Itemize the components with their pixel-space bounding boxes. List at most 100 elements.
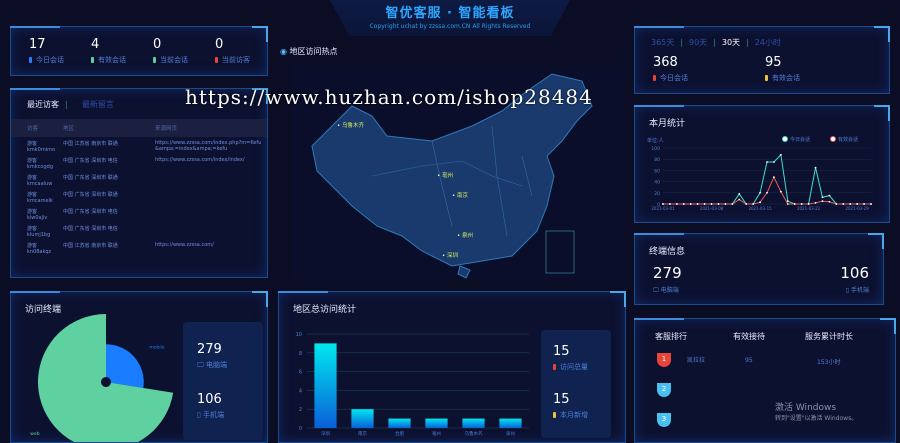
city-marker[interactable]: • 南京 (452, 193, 469, 199)
watermark: https://www.huzhan.com/ishop28484 (185, 85, 593, 109)
data-point (835, 203, 838, 205)
data-point (779, 190, 782, 193)
table-row[interactable]: 游客klw0ajlv 中国 广东省 深圳市 电信 (11, 205, 267, 222)
agent-name: 凯拉拉 (687, 357, 706, 364)
data-point (745, 203, 748, 205)
visit-terminal-title: 访问终端 (25, 305, 62, 315)
y-tick-label: 40 (654, 180, 660, 186)
region-cell: 中国 广东省 深圳市 电信 (63, 226, 118, 232)
rank-number: 2 (661, 385, 667, 393)
pie-slice[interactable] (38, 314, 174, 442)
map-title: 地区访问热点 (289, 47, 338, 56)
col-source: 来源网页 (151, 119, 267, 137)
legend-marker (91, 57, 94, 63)
source-cell (151, 205, 267, 222)
tab-latest-messages[interactable]: 最新留言 (81, 100, 114, 109)
data-point (759, 201, 761, 204)
stat-label: 今日会话 (660, 74, 688, 82)
bar[interactable] (462, 418, 485, 428)
region-cell: 中国 广东省 深圳市 电信 (63, 158, 118, 164)
data-point (828, 200, 831, 203)
x-tick-label: 2021-03-01 (651, 206, 675, 211)
x-tick-label: 2021-03-15 (748, 206, 772, 211)
data-point (842, 203, 845, 205)
data-point (738, 198, 741, 201)
visitor-cell: 游客kn08akqz (27, 243, 52, 255)
dashboard-title: 智优客服 · 智能看板 (385, 6, 515, 21)
x-tick-label: 2021-03-29 (846, 206, 870, 211)
city-marker[interactable]: • 深圳 (442, 253, 459, 259)
data-point (821, 200, 824, 203)
y-tick-label: 2 (299, 407, 302, 413)
table-row[interactable]: 游客kmcamelk 中国 广东省 深圳市 联通 (11, 188, 267, 205)
ranking-panel: 客服排行 有效接待 服务累计时长 1 凯拉拉 95 153小时 2 3 (634, 318, 896, 443)
data-point (682, 203, 685, 205)
dashboard-header: 智优客服 · 智能看板 Copyright uchat by zzssa.com… (330, 0, 570, 36)
pc-label: 电脑端 (205, 361, 227, 369)
bar[interactable] (351, 409, 374, 428)
tab-range[interactable]: 30天 (721, 38, 741, 47)
data-point (724, 203, 727, 205)
tab-range[interactable]: 365天 (651, 38, 675, 47)
legend-marker (153, 57, 156, 63)
range-stats-panel: 365天 | 90天 | 30天 | 24小时 368 今日会话 95 有效会话 (634, 26, 890, 94)
stat-value: 368 (653, 55, 678, 70)
y-tick-label: 60 (654, 168, 660, 174)
table-row[interactable]: 游客klumj1bg 中国 广东省 深圳市 电信 (11, 222, 267, 239)
stat-label: 当前访客 (222, 56, 250, 64)
y-tick-label: 4 (299, 388, 302, 394)
city-label: 乌鲁木齐 (342, 123, 365, 129)
tab-range[interactable]: 90天 (688, 38, 708, 47)
y-tick-label: 80 (654, 157, 660, 163)
range-stat: 368 今日会话 (653, 55, 688, 83)
table-row[interactable]: 游客kmcaaluw 中国 广东省 深圳市 联通 (11, 171, 267, 188)
phone-icon: ▯ (845, 287, 850, 294)
table-row[interactable]: 游客kn08akqz 中国 江苏省 南京市 联通 https://www.zzssa… (11, 239, 267, 256)
city-marker[interactable]: • 乌鲁木齐 (337, 123, 365, 129)
city-label: 泉州 (462, 233, 474, 239)
stat-label: 有效会话 (772, 74, 800, 82)
city-marker[interactable]: • 泉州 (457, 233, 474, 239)
region-visits-panel: 地区总访问统计 0 2 4 6 8 10 深圳 南京 合肥 亳州 乌鲁木齐 泉州 15 访问总量 15 本… (278, 291, 626, 443)
bar[interactable] (499, 418, 522, 428)
terminal-pie-chart: mobile web (30, 314, 174, 442)
windows-sub: 转到"设置"以激活 Windows。 (775, 415, 858, 422)
bar[interactable] (425, 418, 448, 428)
table-row[interactable]: 游客kmkcogdg 中国 广东省 深圳市 电信 https://www.zzssa… (11, 154, 267, 171)
trophy-icon: 2 (657, 383, 671, 397)
legend-marker (782, 136, 788, 142)
slice-label: web (30, 431, 39, 437)
city-marker[interactable]: • 亳州 (437, 173, 454, 179)
source-cell (151, 171, 267, 188)
table-row[interactable]: 游客kmk0mimo 中国 江苏省 南京市 联通 https://www.zzssa… (11, 137, 267, 154)
data-point (828, 194, 831, 197)
copyright: Copyright uchat by zzssa.com.CN All Righ… (369, 23, 531, 30)
col-visitor: 访客 (11, 119, 60, 137)
visit-terminal-panel: 访问终端 mobile web 279 🖵 电脑端 106 ▯ 手机端 (10, 291, 268, 443)
tab-recent-visitors[interactable]: 最近访客 (27, 100, 59, 109)
mobile-label: 手机端 (203, 411, 225, 419)
y-tick-label: 0 (657, 202, 660, 208)
monthly-title: 本月统计 (649, 119, 686, 129)
y-tick-label: 8 (299, 351, 302, 357)
data-point (807, 203, 810, 205)
ranking-col-header: 有效接待 (733, 332, 765, 341)
agent-duration: 153小时 (817, 359, 841, 366)
rank-number: 3 (661, 415, 667, 423)
china-map[interactable]: • 乌鲁木齐 • 亳州 • 南京 • 泉州 • 深圳 (292, 66, 624, 280)
map-panel: ◉ 地区访问热点 • 乌鲁木齐 • 亳州 • 南京 • 泉州 • 深圳 (278, 44, 628, 284)
data-point (863, 203, 865, 205)
bar[interactable] (314, 343, 337, 428)
windows-title: 激活 Windows (775, 403, 837, 413)
col-region: 地区 (59, 119, 152, 137)
windows-activation: 激活 Windows 转到"设置"以激活 Windows。 (775, 400, 857, 422)
terminal-info-panel: 终端信息 279 🖵 电脑端 106 ▯ 手机端 (634, 233, 884, 305)
tab-range[interactable]: 24小时 (754, 38, 781, 47)
x-tick-label: 深圳 (321, 430, 330, 437)
bar[interactable] (388, 418, 411, 428)
pie-slice[interactable] (106, 344, 144, 388)
y-tick-label: 20 (654, 191, 660, 197)
data-point (793, 203, 796, 205)
data-point (814, 166, 817, 169)
data-point (752, 203, 755, 205)
